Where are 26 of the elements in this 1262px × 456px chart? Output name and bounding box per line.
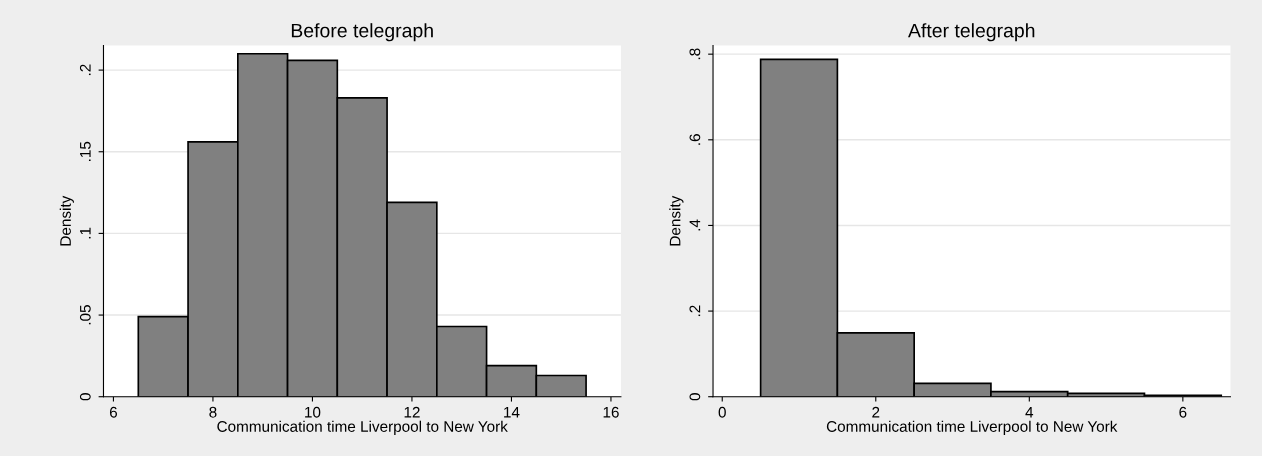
y-tick-label: .2: [689, 305, 701, 317]
x-tick-label: 4: [1025, 407, 1034, 418]
x-tick-label: 14: [504, 407, 520, 418]
y-tick-label: .6: [689, 134, 701, 145]
x-tick-label: 0: [718, 406, 726, 418]
x-axis-title: Communication time Liverpool to New York: [826, 420, 1118, 435]
x-tick-label: 6: [1179, 406, 1187, 418]
x-tick-label: 16: [603, 406, 619, 418]
x-tick-label: 8: [209, 406, 217, 418]
y-tick-label: .05: [79, 305, 91, 325]
chart-title: After telegraph: [908, 23, 1035, 42]
y-tick-label: 0: [79, 393, 91, 401]
y-tick-label: .1: [80, 227, 91, 239]
y-tick-label: .4: [689, 219, 701, 231]
y-tick-label: .2: [79, 64, 91, 76]
y-tick-label: .8: [689, 48, 701, 60]
x-tick-label: 6: [109, 406, 118, 418]
x-axis-title: Communication time Liverpool to New York: [217, 420, 508, 435]
y-axis-title: Density: [59, 195, 74, 246]
y-axis-title: Density: [669, 195, 684, 246]
chart-title: Before telegraph: [291, 23, 433, 42]
y-tick-label: .15: [80, 141, 91, 161]
x-tick-label: 10: [305, 406, 321, 418]
y-tick-label: 0: [689, 393, 701, 401]
x-tick-label: 2: [872, 406, 880, 418]
x-tick-label: 12: [404, 406, 420, 418]
